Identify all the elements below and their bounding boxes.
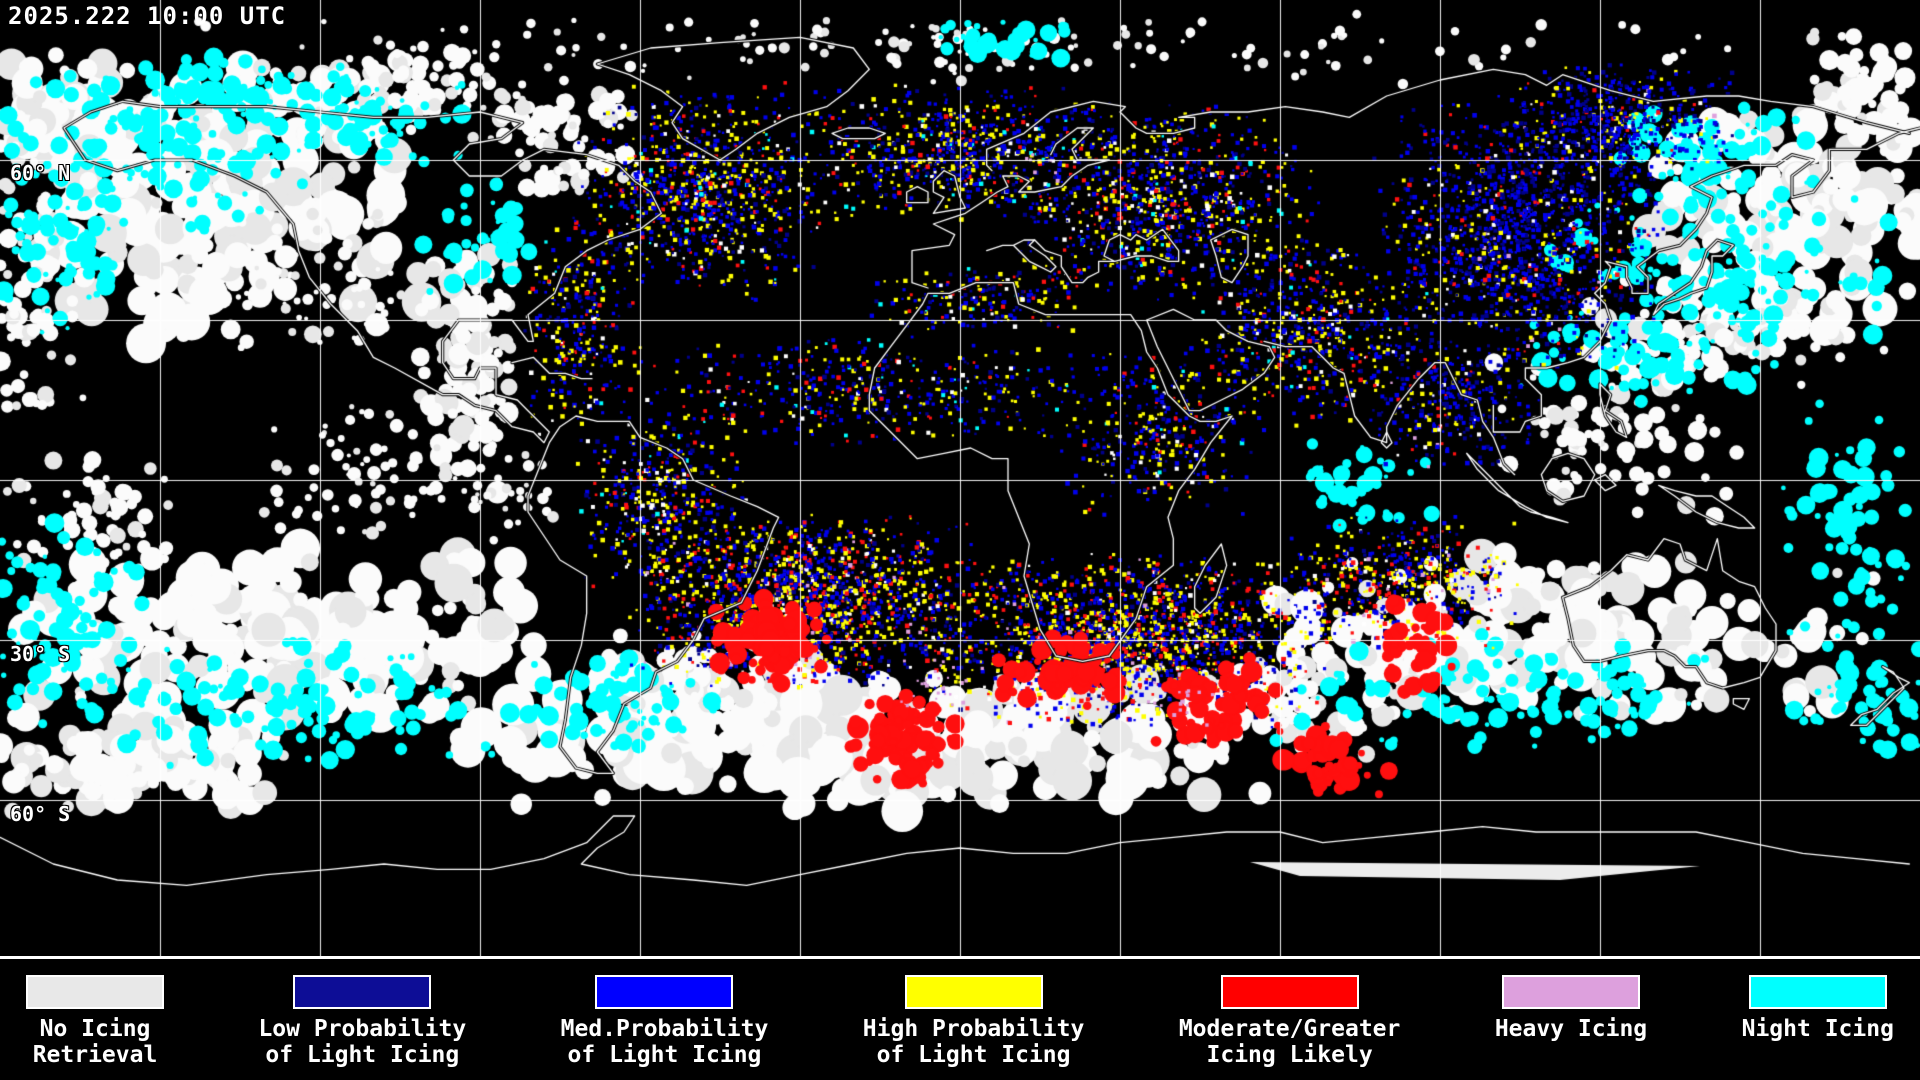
legend-swatch (293, 975, 432, 1009)
legend: No Icing Retrieval Low Probability of Lig… (0, 956, 1920, 1080)
legend-label: No Icing Retrieval (32, 1016, 158, 1068)
legend-swatch (595, 975, 734, 1009)
legend-label: Med.Probability of Light Icing (560, 1016, 769, 1068)
legend-item-5: Heavy Icing (1495, 975, 1647, 1042)
legend-item-4: Moderate/Greater Icing Likely (1178, 975, 1401, 1068)
legend-label: Night Icing (1741, 1016, 1894, 1042)
latitude-label-1: 30° S (10, 642, 71, 666)
legend-label: Low Probability of Light Icing (258, 1016, 467, 1068)
legend-item-1: Low Probability of Light Icing (258, 975, 466, 1068)
global-icing-map: 2025.222 10:00 UTC 60° N 30° S 60° S (0, 0, 1920, 956)
satellite-icing-canvas (0, 0, 1920, 956)
legend-swatch (904, 975, 1043, 1009)
legend-item-6: Night Icing (1742, 975, 1894, 1042)
legend-swatch (1748, 975, 1887, 1009)
legend-swatch (1501, 975, 1640, 1009)
legend-swatch (26, 975, 164, 1009)
legend-swatch (1220, 975, 1359, 1009)
latitude-label-2: 60° S (10, 802, 71, 826)
legend-label: Heavy Icing (1494, 1016, 1648, 1042)
timestamp: 2025.222 10:00 UTC (8, 2, 287, 30)
latitude-label-0: 60° N (10, 161, 71, 185)
legend-item-0: No Icing Retrieval (26, 975, 164, 1068)
legend-item-2: Med.Probability of Light Icing (560, 975, 769, 1068)
legend-item-3: High Probability of Light Icing (862, 975, 1085, 1068)
legend-label: Moderate/Greater Icing Likely (1178, 1016, 1401, 1068)
legend-label: High Probability of Light Icing (862, 1016, 1085, 1068)
